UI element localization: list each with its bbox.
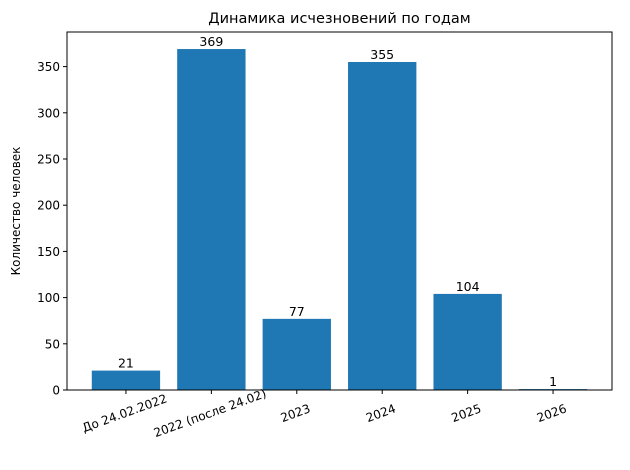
bar — [177, 49, 246, 391]
bars: 21 369 77 355 104 1 — [91, 34, 588, 391]
y-axis-label: Количество человек — [9, 147, 23, 276]
chart-title: Динамика исчезновений по годам — [208, 11, 470, 27]
data-label: 369 — [199, 34, 223, 49]
x-tick-label: 2024 — [364, 401, 397, 425]
y-tick-label: 150 — [37, 245, 60, 259]
x-tick-label: 2025 — [450, 401, 483, 425]
data-label: 355 — [370, 47, 394, 62]
data-label: 77 — [289, 304, 305, 319]
y-tick-label: 0 — [52, 384, 60, 398]
x-tick-label: 2026 — [535, 401, 568, 425]
y-axis: 0 50 100 150 200 250 300 350 — [37, 60, 67, 398]
y-tick-label: 50 — [45, 337, 60, 351]
y-tick-label: 200 — [37, 199, 60, 213]
x-tick-label: 2023 — [279, 401, 312, 425]
y-tick-label: 350 — [37, 60, 60, 74]
data-label: 21 — [118, 356, 134, 371]
bar — [262, 318, 331, 390]
y-tick-label: 250 — [37, 153, 60, 167]
bar — [433, 293, 502, 390]
bar — [91, 370, 161, 390]
data-label: 104 — [456, 279, 480, 294]
plot-frame — [66, 31, 613, 391]
y-tick-label: 100 — [37, 291, 60, 305]
bar — [348, 61, 417, 390]
data-label: 1 — [549, 374, 557, 389]
x-tick-label: 2022 (после 24.02) — [152, 386, 268, 440]
y-tick-label: 300 — [37, 106, 60, 120]
